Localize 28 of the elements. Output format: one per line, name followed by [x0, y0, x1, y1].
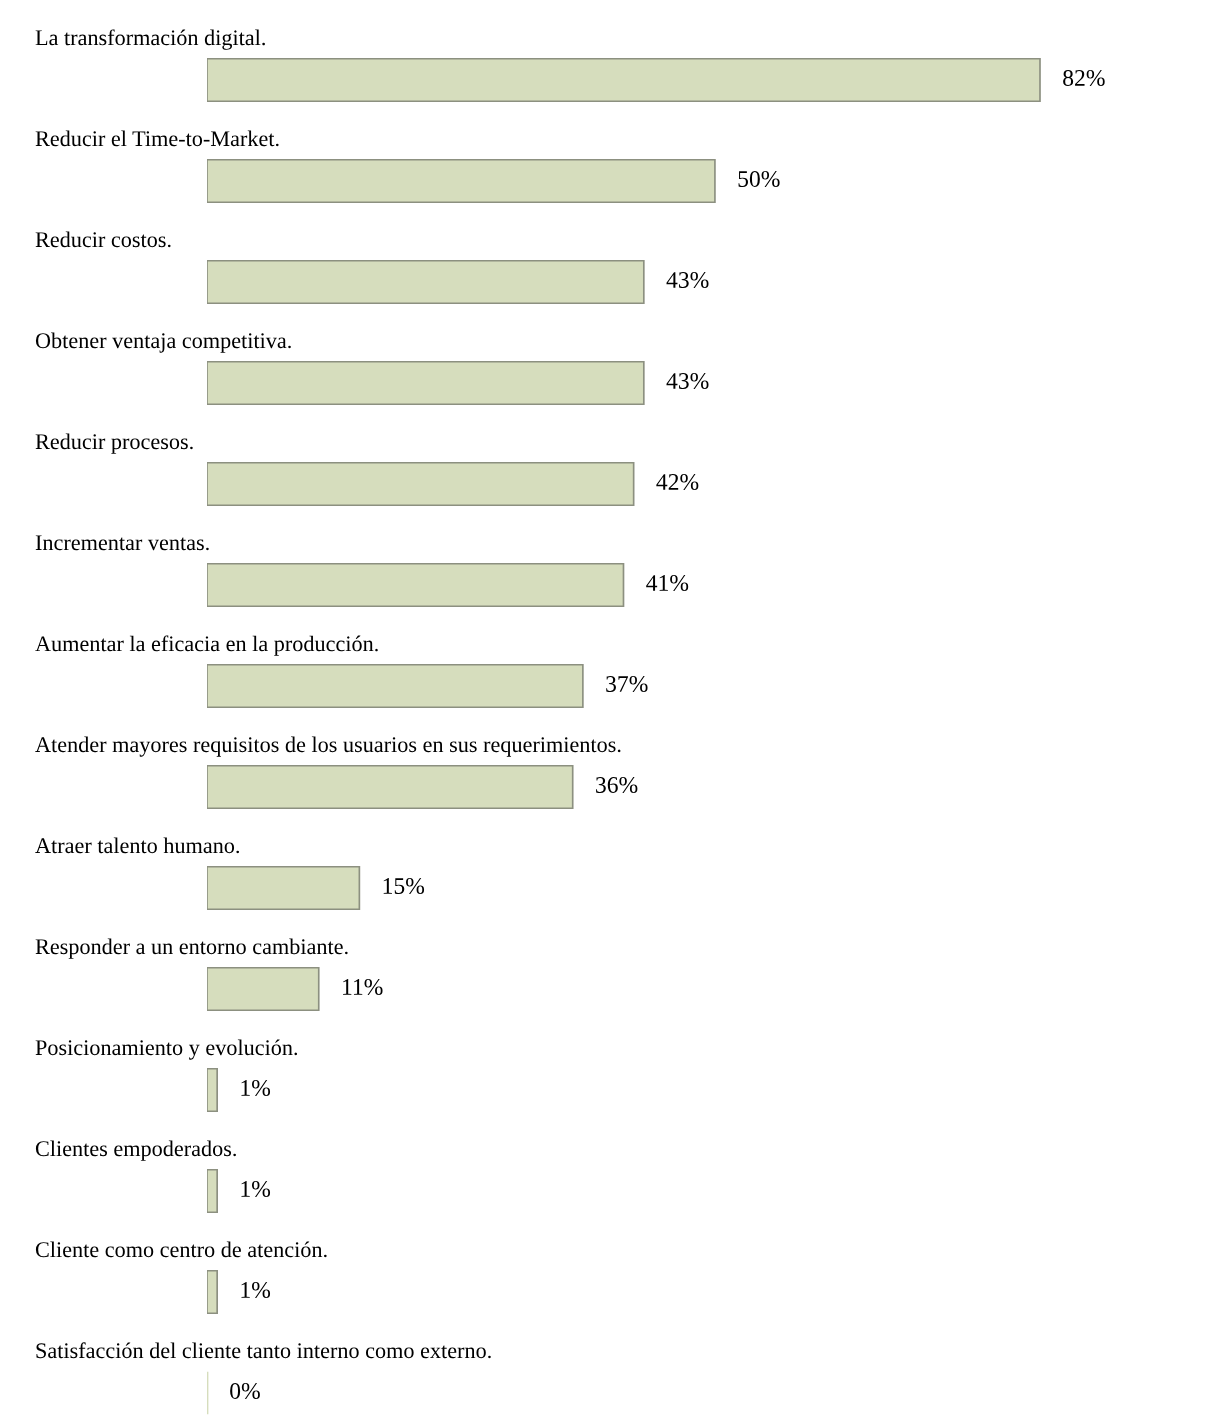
y-tick-label: Responder a un entorno cambiante. — [35, 938, 348, 959]
data-label: 0% — [230, 1382, 260, 1399]
data-label: 1% — [241, 1180, 271, 1197]
data-label: 1% — [241, 1079, 271, 1096]
data-label: 11% — [343, 978, 383, 995]
data-label: 42% — [656, 473, 699, 490]
data-label: 37% — [606, 675, 648, 692]
y-tick-label: La transformación digital. — [35, 29, 265, 50]
data-label: 36% — [596, 776, 638, 793]
y-tick-label: Atraer talento humano. — [35, 837, 240, 854]
y-tick-label: Obtener ventaja competitiva. — [35, 332, 291, 353]
data-label: 1% — [241, 1281, 271, 1298]
y-tick-label: Incrementar ventas. — [35, 535, 209, 551]
y-tick-label: Cliente como centro de atención. — [35, 1241, 327, 1258]
y-tick-label: Satisfacción del cliente tanto interno como externo. — [36, 1342, 491, 1359]
y-tick-label: Reducir el Time-to-Market. — [35, 130, 279, 147]
y-tick-label: Atender mayores requisitos de los usuarios en sus requerimientos. — [35, 736, 621, 757]
data-label: 50% — [738, 170, 780, 187]
data-label: 41% — [646, 574, 689, 591]
data-label: 15% — [383, 877, 425, 894]
y-tick-label: Posicionamiento y evolución. — [35, 1039, 298, 1060]
y-tick-label: Reducir procesos. — [35, 433, 193, 454]
y-tick-label: Reducir costos. — [35, 231, 171, 248]
y-tick-label: Aumentar la eficacia en la producción. — [35, 635, 378, 656]
y-tick-label: Clientes empoderados. — [35, 1140, 236, 1161]
data-label: 82% — [1063, 69, 1105, 86]
data-label: 43% — [666, 372, 709, 389]
data-label: 43% — [666, 271, 709, 288]
